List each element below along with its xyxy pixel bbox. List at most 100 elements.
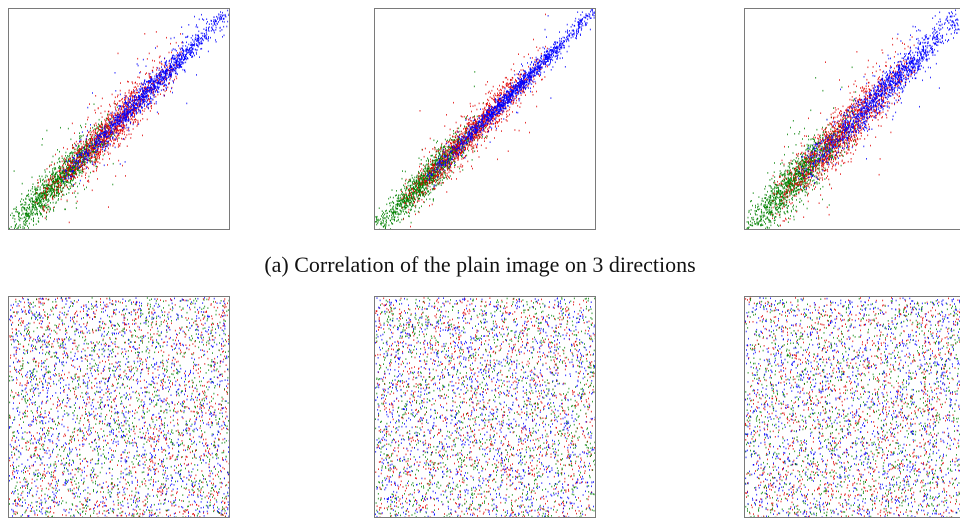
data-point	[436, 149, 438, 151]
data-point	[70, 180, 72, 182]
data-point	[108, 129, 110, 131]
data-point	[153, 91, 155, 93]
data-point	[76, 158, 78, 161]
data-point	[23, 207, 25, 209]
data-point	[50, 189, 51, 192]
data-point	[83, 152, 85, 154]
data-point	[176, 66, 178, 69]
data-point	[38, 202, 40, 205]
data-point	[100, 132, 102, 134]
data-point	[109, 134, 111, 136]
data-point	[101, 143, 103, 146]
data-point	[228, 13, 229, 16]
data-point	[70, 166, 72, 169]
data-point	[114, 119, 115, 121]
data-point	[92, 170, 94, 173]
data-point	[134, 95, 135, 98]
data-point	[435, 159, 437, 162]
data-point	[75, 167, 76, 169]
data-point	[60, 195, 62, 198]
data-point	[80, 164, 82, 166]
data-point	[170, 73, 171, 76]
data-point	[37, 199, 39, 201]
data-point	[102, 158, 104, 161]
data-point	[115, 139, 116, 141]
data-point	[158, 112, 159, 115]
data-point	[144, 87, 145, 90]
data-point	[168, 67, 170, 70]
data-point	[111, 124, 113, 126]
data-point	[175, 60, 177, 62]
data-point	[118, 144, 120, 147]
data-point	[128, 133, 130, 136]
data-point	[83, 159, 85, 161]
data-point	[49, 171, 51, 173]
data-point	[131, 109, 132, 111]
data-point	[120, 82, 121, 84]
data-point	[99, 125, 100, 127]
data-point	[130, 137, 132, 139]
data-point	[446, 150, 448, 153]
data-point	[91, 144, 92, 147]
data-point	[432, 200, 434, 202]
data-point	[138, 100, 140, 102]
data-point	[44, 194, 45, 196]
data-point	[105, 148, 106, 150]
data-point	[157, 90, 158, 92]
data-point	[418, 157, 420, 159]
data-point	[142, 90, 143, 93]
data-point	[90, 141, 91, 143]
data-point	[47, 188, 49, 191]
data-point	[36, 210, 38, 213]
data-point	[102, 133, 104, 136]
data-point	[75, 202, 77, 204]
data-point	[128, 106, 129, 109]
data-point	[171, 74, 172, 77]
data-point	[72, 170, 74, 173]
data-point	[194, 15, 195, 18]
data-point	[86, 147, 88, 149]
data-point	[108, 132, 109, 135]
data-point	[155, 91, 156, 93]
data-point	[132, 112, 133, 115]
data-point	[123, 103, 125, 106]
data-point	[136, 83, 138, 85]
data-point	[90, 171, 91, 174]
data-point	[68, 158, 70, 161]
data-point	[432, 154, 433, 157]
data-point	[160, 93, 161, 95]
data-point	[147, 88, 149, 91]
data-point	[23, 221, 25, 223]
data-point	[42, 179, 43, 181]
data-point	[126, 129, 128, 132]
data-point	[72, 156, 73, 158]
data-point	[51, 187, 53, 190]
data-point	[166, 72, 168, 75]
data-point	[165, 84, 167, 87]
data-point	[150, 81, 152, 84]
data-point	[111, 131, 113, 134]
data-point	[422, 190, 423, 193]
data-point	[51, 190, 52, 192]
data-point	[415, 182, 417, 184]
data-point	[108, 140, 109, 143]
data-point	[100, 135, 102, 138]
data-point	[408, 190, 410, 192]
data-point	[94, 144, 95, 146]
data-point	[108, 116, 109, 119]
data-point	[132, 104, 133, 107]
data-point	[449, 158, 451, 161]
data-point	[44, 176, 46, 179]
data-point	[14, 226, 16, 228]
data-point	[202, 38, 204, 41]
data-point	[186, 48, 188, 50]
data-point	[166, 60, 167, 62]
data-point	[79, 169, 81, 171]
data-point	[160, 89, 162, 92]
data-point	[89, 155, 91, 157]
data-point	[165, 72, 167, 75]
data-point	[163, 94, 165, 97]
data-point	[130, 98, 132, 100]
data-point	[66, 168, 68, 170]
data-point	[165, 70, 167, 73]
